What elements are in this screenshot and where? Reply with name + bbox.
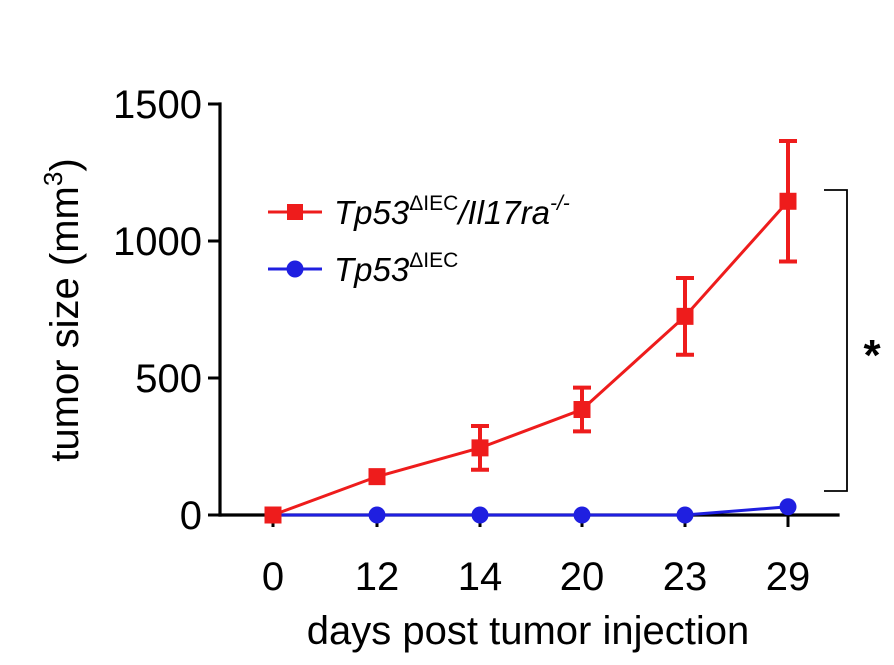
x-tick-label: 23 [663,555,708,599]
significance-asterisk: * [863,331,881,380]
series-2 [264,498,797,524]
x-tick-label: 29 [766,555,811,599]
legend-marker-circle [286,260,304,278]
data-point [471,506,489,524]
legend-2-base: Tp53 [334,251,410,288]
significance-bracket [824,189,848,492]
y-ticks: 0 500 1000 1500 [113,83,220,538]
y-axis-title-close: ) [43,158,87,171]
data-point [471,439,489,457]
y-axis-title-sup: 3 [38,172,68,186]
series-line [273,505,789,517]
legend: Tp53ΔIEC/Il17ra-/- Tp53ΔIEC [268,192,570,288]
y-tick-label: 1500 [113,83,202,127]
data-point [676,307,694,325]
legend-1-sup2: -/- [550,192,570,215]
x-tick-label: 20 [560,555,605,599]
legend-label-series-2: Tp53ΔIEC [334,249,458,288]
y-axis-title: tumor size (mm3) [38,158,87,461]
y-tick-label: 1000 [113,220,202,264]
legend-1-mid: /Il17ra [456,194,550,231]
data-point [368,468,386,486]
x-ticks: 0 12 14 20 23 29 [262,515,810,599]
data-point [368,506,386,524]
data-point [573,401,591,419]
legend-1-base: Tp53 [334,194,410,231]
series-line [272,200,790,517]
y-axis-title-text: tumor size (mm [43,186,87,462]
x-tick-label: 0 [262,555,284,599]
legend-label-series-1: Tp53ΔIEC/Il17ra-/- [334,192,570,231]
series-1 [264,138,797,524]
y-tick-label: 500 [135,357,202,401]
y-tick-label: 0 [180,494,202,538]
legend-item-series-2: Tp53ΔIEC [268,249,458,288]
data-point [779,498,797,516]
legend-1-sup: ΔIEC [409,192,458,215]
series-layer [264,138,797,524]
x-axis-title: days post tumor injection [307,609,749,653]
data-point [264,506,282,524]
legend-item-series-1: Tp53ΔIEC/Il17ra-/- [268,192,570,231]
x-tick-label: 14 [458,555,503,599]
legend-marker-square [287,204,303,220]
data-point [779,192,797,210]
data-point [676,506,694,524]
legend-2-sup: ΔIEC [409,249,458,272]
x-tick-label: 12 [355,555,400,599]
data-point [573,506,591,524]
